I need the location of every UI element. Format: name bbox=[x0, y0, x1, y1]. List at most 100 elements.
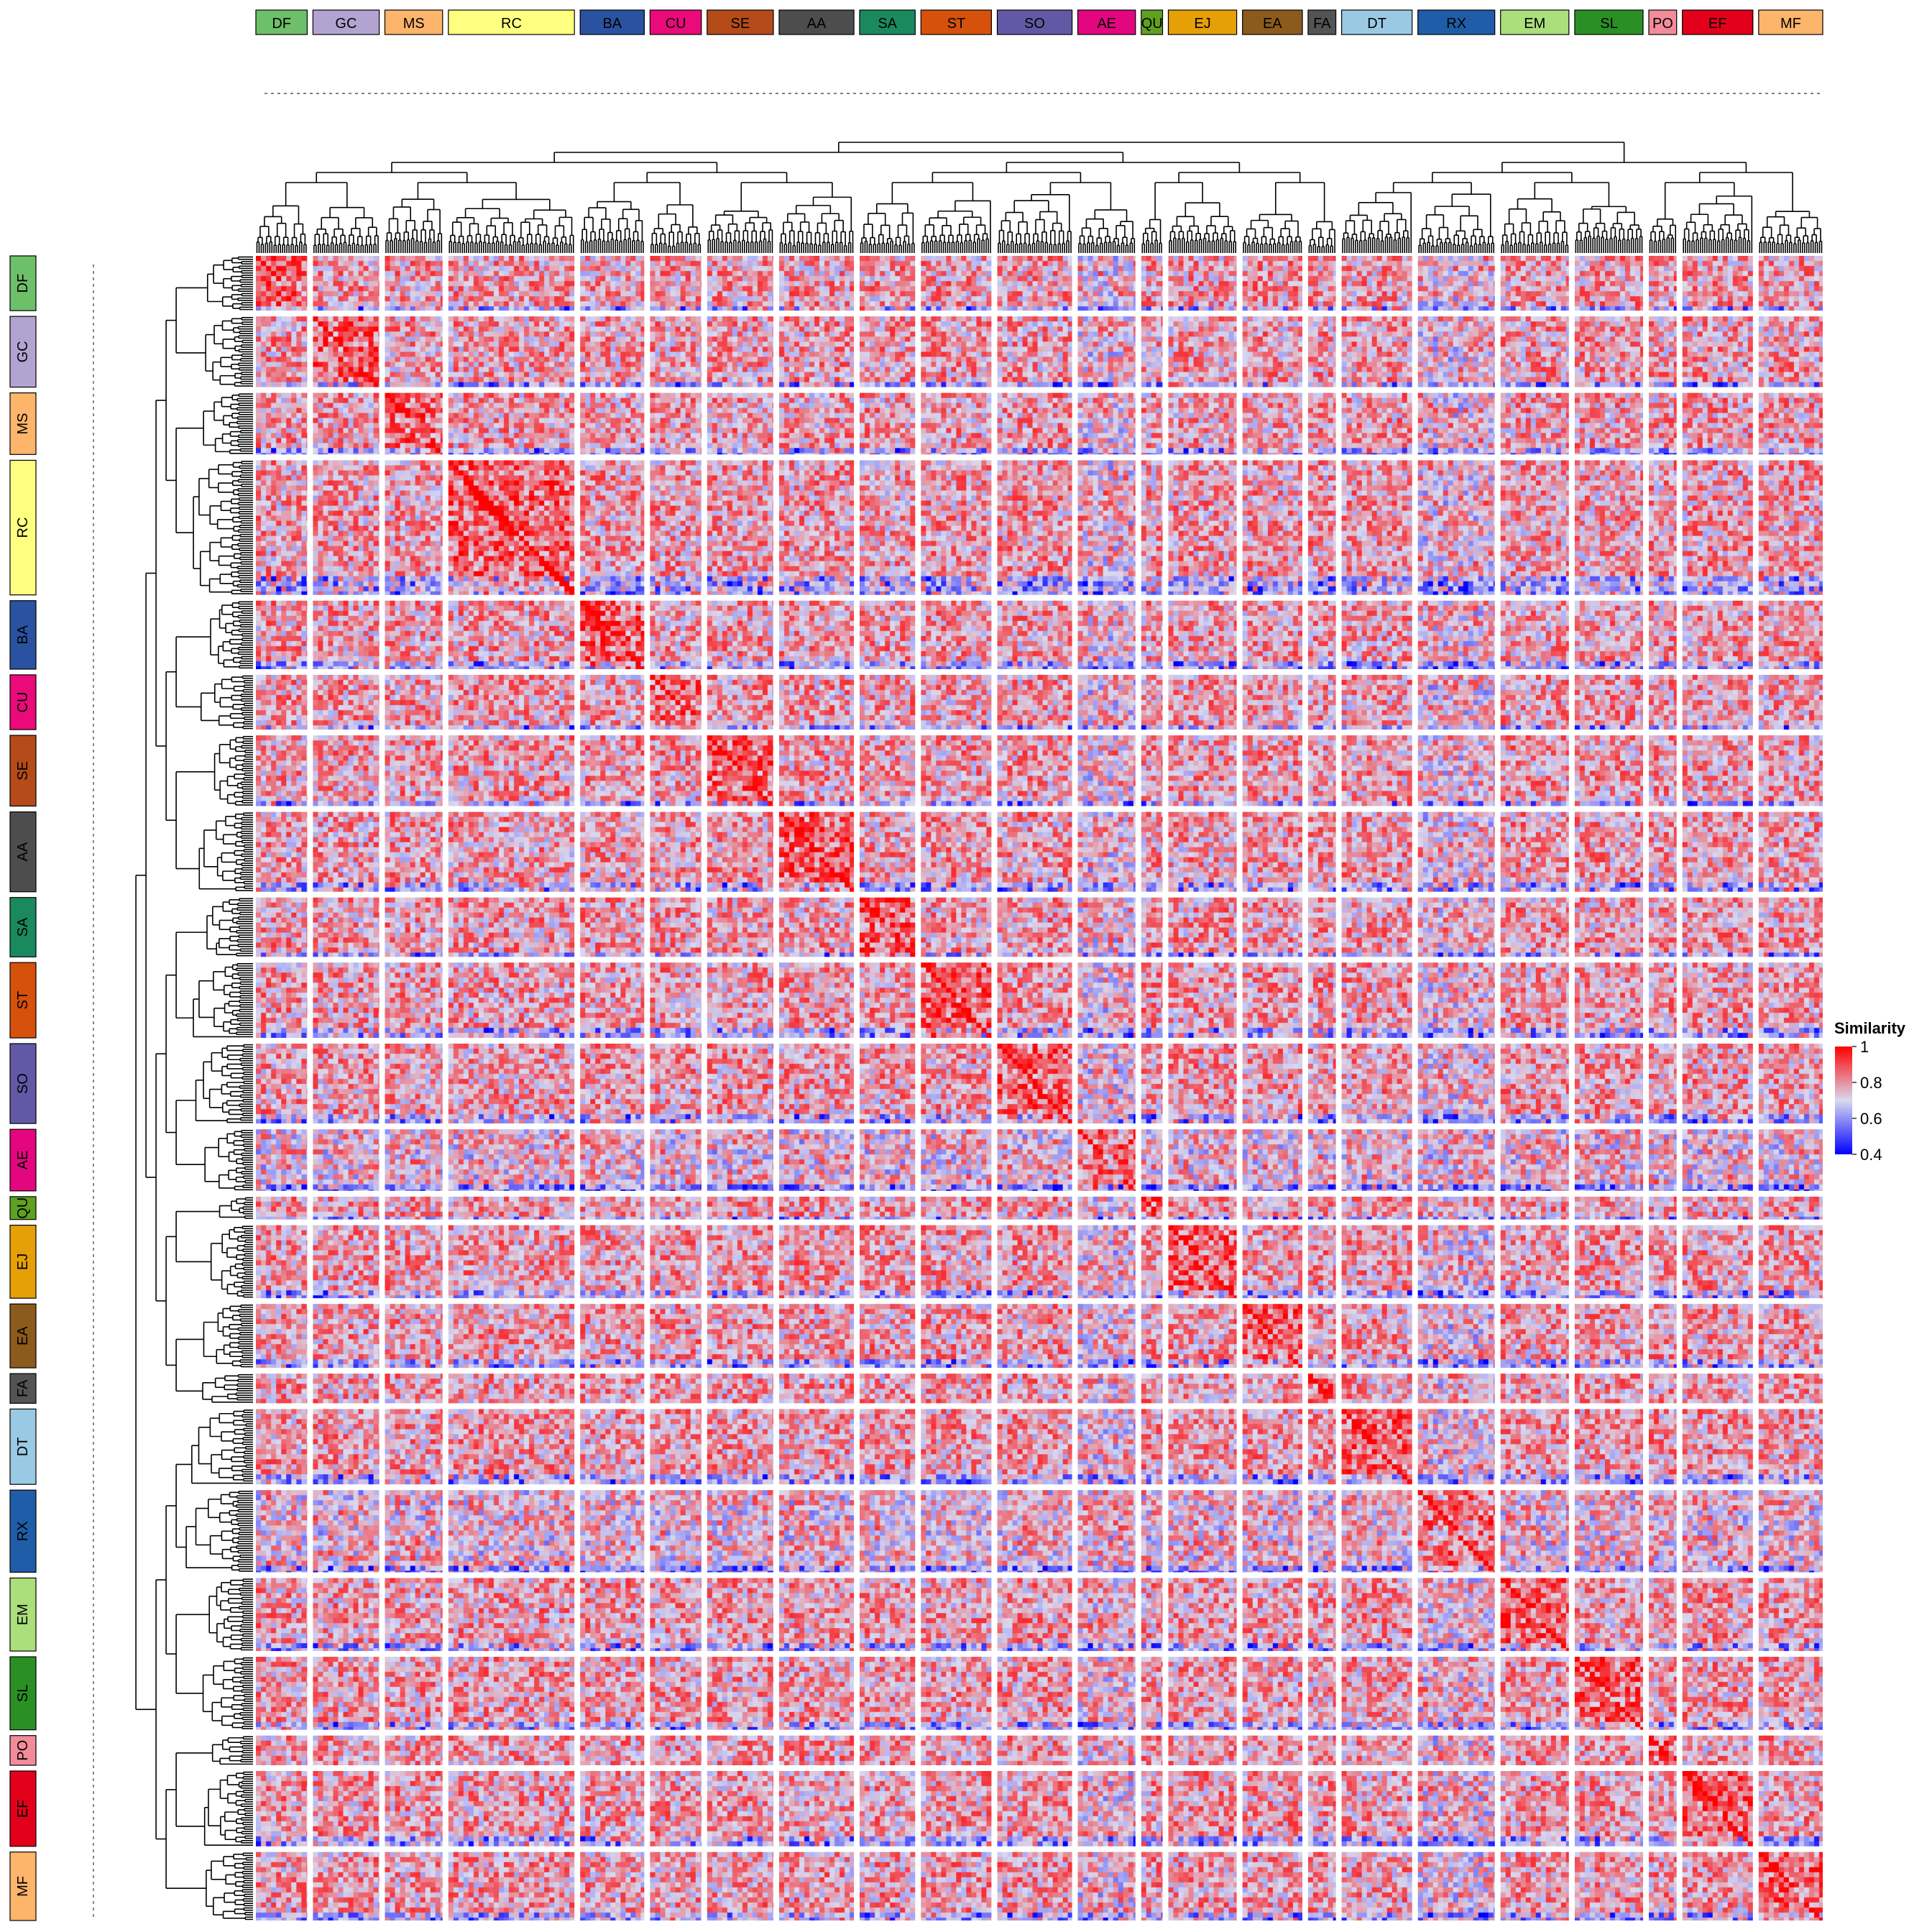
heatmap-block-MS-SO bbox=[997, 392, 1072, 455]
heatmap-block-RX-EM bbox=[1500, 1490, 1569, 1573]
heatmap-block-RX-FA bbox=[1307, 1490, 1336, 1573]
heatmap-block-AE-AA bbox=[779, 1129, 855, 1191]
heatmap-block-EJ-MS bbox=[385, 1225, 443, 1299]
heatmap-block-GC-ST bbox=[921, 316, 992, 387]
column-group-SO: SO bbox=[996, 9, 1073, 35]
heatmap-block-EM-AE bbox=[1077, 1578, 1136, 1652]
heatmap-block-DT-DF bbox=[256, 1409, 308, 1485]
column-group-label: PO bbox=[1652, 16, 1673, 32]
row-group-label: AA bbox=[15, 842, 31, 861]
column-group-label: DT bbox=[1367, 16, 1386, 32]
row-group-MF: MF bbox=[9, 1852, 37, 1921]
heatmap-block-ST-SA bbox=[860, 962, 916, 1038]
heatmap-block-CU-GC bbox=[313, 674, 380, 730]
heatmap-block-QU-GC bbox=[313, 1196, 380, 1220]
heatmap-block-EF-CU bbox=[650, 1771, 702, 1846]
heatmap-block-AE-DF bbox=[256, 1129, 308, 1191]
heatmap-block-MS-QU bbox=[1141, 392, 1163, 455]
heatmap-block-SO-AA bbox=[779, 1044, 855, 1124]
heatmap-block-GC-BA bbox=[580, 316, 645, 387]
heatmap-block-QU-RX bbox=[1417, 1196, 1495, 1220]
column-group-swatch bbox=[1307, 9, 1337, 35]
heatmap-block-AA-AA bbox=[779, 811, 855, 892]
heatmap-block-DT-EA bbox=[1242, 1409, 1302, 1485]
legend-tick-label: 1 bbox=[1860, 1038, 1869, 1056]
heatmap-block-SE-AE bbox=[1077, 735, 1136, 806]
heatmap-block-DT-QU bbox=[1141, 1409, 1163, 1485]
heatmap-block-RC-RC bbox=[448, 460, 575, 595]
heatmap-block-ST-GC bbox=[313, 962, 380, 1038]
heatmap-block-SA-SO bbox=[997, 897, 1072, 957]
heatmap-block-EJ-DF bbox=[256, 1225, 308, 1299]
heatmap-block-GC-PO bbox=[1649, 316, 1677, 387]
heatmap-block-ST-SE bbox=[707, 962, 773, 1038]
row-group-label: PO bbox=[15, 1740, 31, 1761]
heatmap-block-ST-DT bbox=[1341, 962, 1412, 1038]
heatmap-block-MS-AE bbox=[1077, 392, 1136, 455]
row-group-label: SL bbox=[15, 1685, 31, 1702]
heatmap-block-SO-SO bbox=[997, 1044, 1072, 1124]
column-group-swatch bbox=[1141, 9, 1164, 35]
column-group-RX: RX bbox=[1417, 9, 1496, 35]
heatmap-block-DT-EJ bbox=[1168, 1409, 1237, 1485]
heatmap-block-FA-RC bbox=[448, 1374, 575, 1404]
column-group-label: SE bbox=[731, 16, 750, 32]
heatmap-block-AA-EJ bbox=[1168, 811, 1237, 892]
row-group-swatch bbox=[9, 255, 37, 311]
heatmap-block-AA-SO bbox=[997, 811, 1072, 892]
heatmap-block-RC-AA bbox=[779, 460, 855, 595]
heatmap-block-MF-SO bbox=[997, 1852, 1072, 1920]
row-group-swatch bbox=[9, 1128, 37, 1192]
heatmap-block-GC-EJ bbox=[1168, 316, 1237, 387]
heatmap-block-SL-QU bbox=[1141, 1657, 1163, 1730]
heatmap-block-RC-FA bbox=[1307, 460, 1336, 595]
heatmap-block-EF-DF bbox=[256, 1771, 308, 1846]
heatmap-block-SL-DT bbox=[1341, 1657, 1412, 1730]
heatmap-block-SL-SL bbox=[1574, 1657, 1643, 1730]
heatmap-block-AE-ST bbox=[921, 1129, 992, 1191]
heatmap-block-EM-EF bbox=[1682, 1578, 1753, 1652]
heatmap-block-AA-DF bbox=[256, 811, 308, 892]
column-group-label: SO bbox=[1024, 16, 1045, 32]
heatmap-block-EF-FA bbox=[1307, 1771, 1336, 1846]
heatmap-block-RC-AE bbox=[1077, 460, 1136, 595]
row-group-EA: EA bbox=[9, 1303, 37, 1368]
column-group-swatch bbox=[1077, 9, 1136, 35]
heatmap-block-SO-EF bbox=[1682, 1044, 1753, 1124]
heatmap-block-PO-MF bbox=[1758, 1735, 1823, 1765]
heatmap-block-EJ-SA bbox=[860, 1225, 916, 1299]
heatmap-block-EF-EJ bbox=[1168, 1771, 1237, 1846]
column-group-GC: GC bbox=[312, 9, 380, 35]
heatmap-block-CU-CU bbox=[650, 674, 702, 730]
row-group-swatch bbox=[9, 1224, 37, 1299]
row-group-BA: BA bbox=[9, 600, 37, 670]
heatmap-block-EJ-FA bbox=[1307, 1225, 1336, 1299]
heatmap-block-BA-AE bbox=[1077, 600, 1136, 669]
heatmap-block-DT-MS bbox=[385, 1409, 443, 1485]
heatmap-block-SA-SL bbox=[1574, 897, 1643, 957]
heatmap-block-QU-AE bbox=[1077, 1196, 1136, 1220]
heatmap-block-GC-FA bbox=[1307, 316, 1336, 387]
heatmap-block-MF-DF bbox=[256, 1852, 308, 1920]
heatmap-block-EJ-QU bbox=[1141, 1225, 1163, 1299]
heatmap-block-GC-EA bbox=[1242, 316, 1302, 387]
heatmap-block-EM-RC bbox=[448, 1578, 575, 1652]
heatmap-block-SO-MF bbox=[1758, 1044, 1823, 1124]
column-group-swatch bbox=[649, 9, 702, 35]
row-group-label: GC bbox=[15, 341, 31, 362]
heatmap-block-AE-SL bbox=[1574, 1129, 1643, 1191]
heatmap-block-SA-EM bbox=[1500, 897, 1569, 957]
heatmap-block-AE-CU bbox=[650, 1129, 702, 1191]
heatmap-block-EF-DT bbox=[1341, 1771, 1412, 1846]
row-group-swatch bbox=[9, 1577, 37, 1652]
heatmap-block-MF-BA bbox=[580, 1852, 645, 1920]
heatmap-block-AE-FA bbox=[1307, 1129, 1336, 1191]
heatmap-block-PO-BA bbox=[580, 1735, 645, 1765]
row-group-GC: GC bbox=[9, 316, 37, 388]
heatmap-block-DF-EF bbox=[1682, 256, 1753, 311]
heatmap-block-AE-DT bbox=[1341, 1129, 1412, 1191]
heatmap-block-CU-RX bbox=[1417, 674, 1495, 730]
heatmap-block-DT-FA bbox=[1307, 1409, 1336, 1485]
heatmap-block-EJ-RC bbox=[448, 1225, 575, 1299]
heatmap-block-GC-SA bbox=[860, 316, 916, 387]
